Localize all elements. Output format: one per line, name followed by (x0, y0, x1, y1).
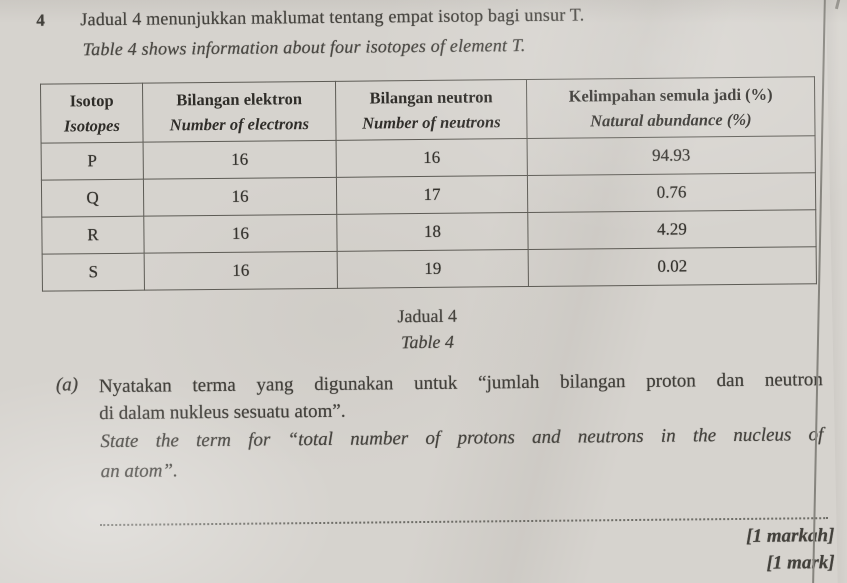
header-neutrons-english: Number of neutrons (362, 112, 501, 133)
cell-isotope: R (41, 216, 145, 255)
cell-neutrons: 16 (336, 138, 528, 178)
cell-neutrons: 17 (336, 175, 528, 215)
cell-isotope: Q (41, 179, 144, 218)
header-isotope-english: Isotopes (63, 115, 120, 136)
table-caption: Jadual 4 Table 4 (42, 299, 812, 358)
cell-neutrons: 19 (337, 249, 529, 289)
question-intro-malay: Jadual 4 menunjukkan maklumat tentang em… (80, 4, 585, 30)
header-abundance-malay: Kelimpahan semula jadi (%) (568, 84, 773, 106)
cell-isotope: S (42, 253, 145, 292)
table-header-row: Isotop Isotopes Bilangan elektron Number… (40, 76, 816, 144)
header-electrons: Bilangan elektron Number of electrons (142, 81, 337, 143)
question-number: 4 (36, 10, 45, 30)
cell-electrons: 16 (143, 140, 337, 180)
cell-isotope: P (41, 142, 144, 181)
header-abundance-english: Natural abundance (%) (590, 109, 752, 131)
table-row: S 16 19 0.02 (42, 246, 817, 292)
part-a-text-english: State the term for “total number of prot… (100, 420, 824, 487)
cell-abundance: 94.93 (527, 135, 816, 176)
cell-electrons: 16 (143, 214, 338, 254)
marks-english: [1 mark] (766, 552, 835, 574)
header-isotope-malay: Isotop (69, 90, 114, 111)
header-electrons-malay: Bilangan elektron (176, 89, 303, 110)
answer-dotted-line (100, 502, 829, 527)
part-a-label: (a) (55, 374, 79, 396)
part-a-text-malay: Nyatakan terma yang digunakan untuk “jum… (99, 366, 823, 427)
cell-abundance: 4.29 (527, 209, 817, 250)
marks-malay: [1 markah] (746, 525, 835, 547)
isotope-table: Isotop Isotopes Bilangan elektron Number… (39, 76, 817, 292)
header-electrons-english: Number of electrons (169, 114, 310, 135)
question-intro-english: Table 4 shows information about four iso… (82, 35, 526, 60)
cell-electrons: 16 (143, 177, 337, 217)
cell-neutrons: 18 (336, 212, 529, 252)
header-neutrons-malay: Bilangan neutron (369, 87, 493, 108)
cell-abundance: 0.02 (528, 246, 817, 287)
cell-abundance: 0.76 (527, 172, 816, 213)
header-abundance: Kelimpahan semula jadi (%) Natural abund… (526, 76, 816, 139)
header-isotope: Isotop Isotopes (40, 83, 144, 144)
cell-electrons: 16 (144, 251, 338, 291)
header-neutrons: Bilangan neutron Number of neutrons (335, 79, 528, 141)
